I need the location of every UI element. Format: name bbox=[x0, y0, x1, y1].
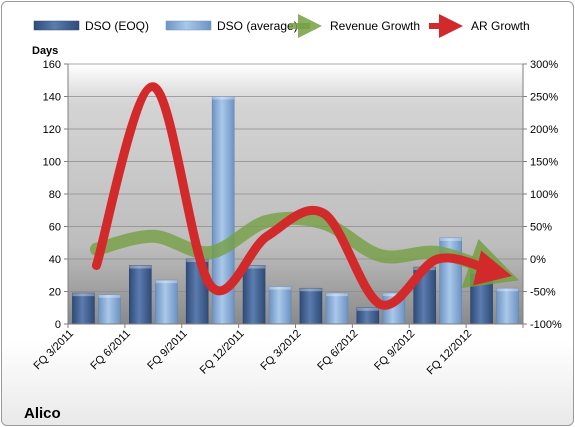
legend-item-dso-average: DSO (average) bbox=[165, 19, 298, 33]
left-tick-label: 60 bbox=[49, 222, 61, 234]
legend-label-dso-average: DSO (average) bbox=[217, 19, 298, 33]
left-axis-ticks: 0 20 40 60 80 100 120 140 160 bbox=[43, 59, 68, 331]
bar-cap-dso-eoq-3 bbox=[243, 265, 266, 269]
legend-label-ar-growth: AR Growth bbox=[471, 19, 530, 33]
left-tick-label: 20 bbox=[49, 287, 61, 299]
left-tick-label: 120 bbox=[43, 124, 61, 136]
right-axis-ticks: -100% -50% 0% 50% 100% 150% 200% 250% 300% bbox=[523, 59, 562, 331]
x-tick-label: FQ 9/2012 bbox=[372, 328, 417, 373]
growth-lines bbox=[89, 82, 520, 310]
bar-cap-dso-eoq-0 bbox=[72, 293, 95, 297]
right-tick-label: 300% bbox=[530, 59, 558, 71]
right-tick-label: -50% bbox=[530, 287, 556, 299]
left-tick-label: 160 bbox=[43, 59, 61, 71]
company-name: Alico bbox=[24, 405, 61, 422]
x-tick-label: FQ 3/2011 bbox=[31, 328, 76, 373]
right-tick-label: -100% bbox=[530, 319, 562, 331]
bar-dso-eoq-3 bbox=[242, 265, 266, 325]
right-tick-label: 0% bbox=[530, 254, 546, 266]
right-tick-label: 250% bbox=[530, 92, 558, 104]
legend-swatch-dso-average bbox=[165, 20, 212, 31]
bar-cap-dso-eoq-4 bbox=[299, 288, 322, 292]
left-axis-title: Days bbox=[32, 45, 58, 57]
x-tick-label: FQ 12/2012 bbox=[425, 328, 475, 378]
right-tick-label: 50% bbox=[530, 222, 552, 234]
x-tick-label: FQ 6/2012 bbox=[315, 328, 360, 373]
right-tick-label: 150% bbox=[530, 157, 558, 169]
x-tick-label: FQ 12/2011 bbox=[198, 328, 247, 377]
bar-dso-average-4 bbox=[325, 292, 349, 325]
bar-cap-dso-eoq-5 bbox=[356, 307, 379, 311]
bar-dso-eoq-7 bbox=[470, 270, 493, 325]
bar-cap-dso-average-5 bbox=[382, 293, 405, 297]
bar-cap-dso-average-7 bbox=[496, 288, 519, 292]
x-tick-label: FQ 3/2012 bbox=[258, 328, 303, 373]
bar-cap-dso-average-1 bbox=[155, 280, 178, 284]
line-ar-growth bbox=[91, 82, 513, 310]
bar-cap-dso-average-6 bbox=[439, 237, 462, 241]
bar-dso-eoq-1 bbox=[129, 265, 152, 325]
legend-label-dso-eoq: DSO (EOQ) bbox=[85, 19, 149, 33]
bar-dso-eoq-0 bbox=[72, 292, 95, 325]
left-tick-label: 80 bbox=[49, 189, 61, 201]
left-tick-label: 100 bbox=[43, 157, 61, 169]
bars bbox=[72, 96, 519, 325]
left-tick-label: 40 bbox=[49, 254, 61, 266]
bar-dso-average-3 bbox=[268, 286, 292, 325]
bar-cap-dso-average-2 bbox=[212, 96, 235, 100]
x-tick-label: FQ 6/2011 bbox=[88, 328, 133, 373]
bar-cap-dso-average-0 bbox=[98, 294, 121, 298]
x-tick-label: FQ 9/2011 bbox=[145, 328, 190, 373]
bar-cap-dso-eoq-1 bbox=[129, 265, 152, 269]
bar-dso-average-7 bbox=[496, 287, 519, 325]
left-tick-label: 0 bbox=[55, 319, 61, 331]
legend-label-revenue-growth: Revenue Growth bbox=[330, 19, 420, 33]
bar-dso-average-1 bbox=[155, 279, 178, 325]
bar-dso-average-0 bbox=[98, 294, 121, 325]
bar-cap-dso-average-3 bbox=[269, 286, 292, 290]
bar-cap-dso-average-4 bbox=[325, 293, 348, 297]
legend-swatch-dso-eoq bbox=[33, 20, 80, 31]
legend-item-dso-eoq: DSO (EOQ) bbox=[33, 19, 149, 33]
left-tick-label: 140 bbox=[43, 92, 61, 104]
right-tick-label: 200% bbox=[530, 124, 558, 136]
right-tick-label: 100% bbox=[530, 189, 558, 201]
legend-item-revenue-growth: Revenue Growth bbox=[289, 14, 420, 38]
x-axis-ticks: FQ 3/2011 FQ 6/2011 FQ 9/2011 FQ 12/2011 FQ … bbox=[31, 324, 524, 378]
legend-item-ar-growth: AR Growth bbox=[429, 14, 530, 38]
bar-dso-eoq-4 bbox=[299, 287, 323, 325]
legend: DSO (EOQ) DSO (average) Revenue Growth A… bbox=[33, 14, 530, 38]
